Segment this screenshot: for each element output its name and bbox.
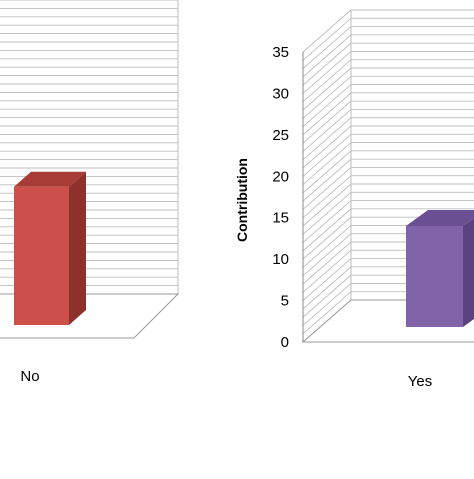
right-side-gridline <box>302 183 352 227</box>
left-bars <box>14 171 86 325</box>
right-side-gridline <box>302 258 352 301</box>
right-y-tick-label: 5 <box>281 293 289 310</box>
right-xticks: Yes <box>408 373 432 390</box>
right-side-gridline <box>302 191 352 235</box>
right-side-gridline <box>302 216 352 260</box>
right-y-tick-label: 20 <box>272 168 289 185</box>
right-side-gridline <box>302 59 352 103</box>
right-y-axis-label: Contribution <box>234 158 250 242</box>
right-bars <box>406 210 474 327</box>
right-side-gridline <box>302 167 352 210</box>
right-side-gridline <box>302 142 352 185</box>
right-side-gridline <box>302 67 352 111</box>
right-side-gridline <box>302 274 352 318</box>
right-side-gridline <box>302 109 352 152</box>
right-side-gridline <box>302 291 352 335</box>
left-bar-no-side <box>69 171 86 325</box>
right-side-gridline <box>302 117 352 161</box>
right-x-tick-label: Yes <box>408 373 432 390</box>
right-side-gridline <box>302 17 352 61</box>
right-side-gridline <box>302 241 352 285</box>
right-side-gridline <box>302 42 352 86</box>
right-y-tick-label: 10 <box>272 251 289 268</box>
right-side-gridline <box>302 75 352 119</box>
right-side-gridline <box>302 150 352 194</box>
right-side-gridline <box>302 125 352 169</box>
right-side-gridline <box>302 100 352 144</box>
right-y-tick-label: 15 <box>272 210 289 227</box>
right-yticks: 0 5 10 15 20 25 30 35 <box>272 44 289 351</box>
right-side-gridline <box>302 283 352 326</box>
right-side-gridline <box>302 26 352 69</box>
right-side-gridline <box>302 133 352 177</box>
right-y-tick-label: 0 <box>281 334 289 351</box>
right-chart: 0 5 10 15 20 25 30 35 Yes Contribution <box>234 9 474 390</box>
right-side-gridline <box>302 9 352 53</box>
left-xticks: No <box>20 368 39 385</box>
right-side-gridline <box>302 51 352 94</box>
right-side-gridline <box>302 225 352 268</box>
right-side-gridline <box>302 34 352 78</box>
right-y-tick-label: 30 <box>272 85 289 102</box>
right-side-gridline <box>302 208 352 252</box>
right-side-gridline <box>302 200 352 243</box>
right-y-tick-label: 25 <box>272 127 289 144</box>
right-side-gridline <box>302 266 352 310</box>
right-side-gridline <box>302 233 352 277</box>
right-y-tick-label: 35 <box>272 44 289 61</box>
right-side-gridline <box>302 84 352 127</box>
right-bar-yes <box>406 226 463 327</box>
right-side-gridline <box>302 92 352 136</box>
left-bar-no-top <box>14 171 86 187</box>
left-x-tick-label: No <box>20 368 39 385</box>
right-side-gridline <box>302 175 352 219</box>
right-bar-yes-side <box>463 218 474 327</box>
left-bar-no <box>14 186 69 325</box>
left-chart: No <box>0 0 180 385</box>
right-bar-yes-top <box>406 210 474 226</box>
right-side-gridline <box>302 158 352 202</box>
right-side-gridline <box>302 249 352 293</box>
